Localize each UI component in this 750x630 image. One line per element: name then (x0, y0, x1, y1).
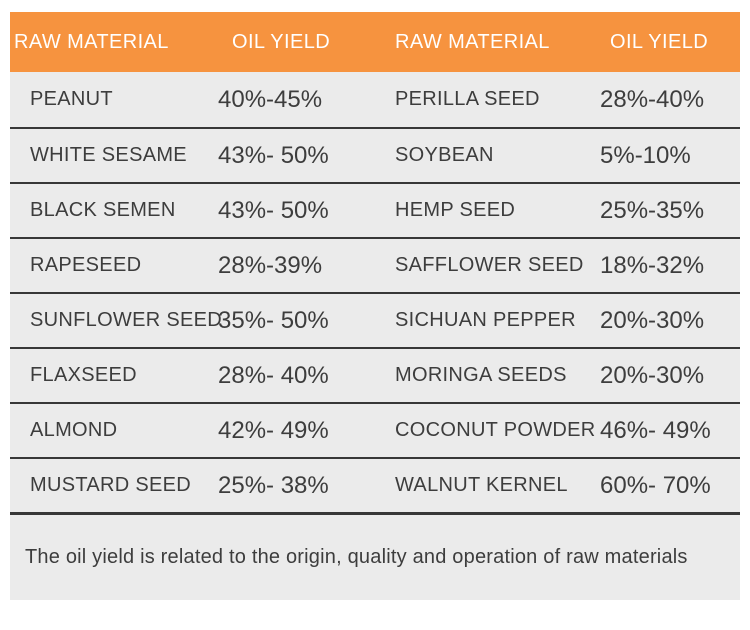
header-raw-material-right: RAW MATERIAL (395, 30, 550, 53)
table-row: SUNFLOWER SEED 35%- 50% SICHUAN PEPPER 2… (10, 292, 740, 347)
yield-cell: 25%- 38% (218, 471, 329, 499)
yield-cell: 5%-10% (600, 141, 691, 169)
yield-cell: 43%- 50% (218, 141, 329, 169)
yield-cell: 42%- 49% (218, 416, 329, 444)
yield-cell: 60%- 70% (600, 471, 711, 499)
footer-note: The oil yield is related to the origin, … (10, 512, 740, 600)
header-oil-yield-left: OIL YIELD (232, 30, 331, 53)
yield-cell: 28%-39% (218, 251, 323, 279)
yield-cell: 40%-45% (218, 85, 323, 113)
yield-cell: 35%- 50% (218, 306, 329, 334)
material-cell: BLACK SEMEN (30, 199, 176, 221)
material-cell: COCONUT POWDER (395, 419, 596, 441)
material-cell: WALNUT KERNEL (395, 474, 568, 496)
material-cell: FLAXSEED (30, 364, 137, 386)
header-oil-yield-right: OIL YIELD (610, 30, 709, 53)
yield-cell: 18%-32% (600, 251, 705, 279)
table-row: BLACK SEMEN 43%- 50% HEMP SEED 25%-35% (10, 182, 740, 237)
material-cell: SAFFLOWER SEED (395, 254, 584, 276)
yield-cell: 46%- 49% (600, 416, 711, 444)
table-row: FLAXSEED 28%- 40% MORINGA SEEDS 20%-30% (10, 347, 740, 402)
material-cell: WHITE SESAME (30, 144, 187, 166)
table-row: ALMOND 42%- 49% COCONUT POWDER 46%- 49% (10, 402, 740, 457)
material-cell: RAPESEED (30, 254, 142, 276)
yield-cell: 43%- 50% (218, 196, 329, 224)
table-row: WHITE SESAME 43%- 50% SOYBEAN 5%-10% (10, 127, 740, 182)
material-cell: MUSTARD SEED (30, 474, 192, 496)
header-raw-material-left: RAW MATERIAL (14, 30, 169, 53)
table-row: RAPESEED 28%-39% SAFFLOWER SEED 18%-32% (10, 237, 740, 292)
material-cell: ALMOND (30, 419, 118, 441)
yield-cell: 20%-30% (600, 306, 705, 334)
yield-cell: 25%-35% (600, 196, 705, 224)
yield-cell: 28%-40% (600, 85, 705, 113)
table-row: MUSTARD SEED 25%- 38% WALNUT KERNEL 60%-… (10, 457, 740, 512)
material-cell: SICHUAN PEPPER (395, 309, 576, 331)
table-header-row: RAW MATERIAL OIL YIELD RAW MATERIAL OIL … (10, 12, 740, 72)
oil-yield-table: RAW MATERIAL OIL YIELD RAW MATERIAL OIL … (10, 12, 740, 600)
material-cell: PERILLA SEED (395, 88, 540, 110)
material-cell: SOYBEAN (395, 144, 494, 166)
material-cell: PEANUT (30, 88, 113, 110)
yield-cell: 28%- 40% (218, 361, 329, 389)
material-cell: SUNFLOWER SEED (30, 309, 223, 331)
yield-cell: 20%-30% (600, 361, 705, 389)
material-cell: HEMP SEED (395, 199, 516, 221)
material-cell: MORINGA SEEDS (395, 364, 567, 386)
table-row: PEANUT 40%-45% PERILLA SEED 28%-40% (10, 72, 740, 127)
